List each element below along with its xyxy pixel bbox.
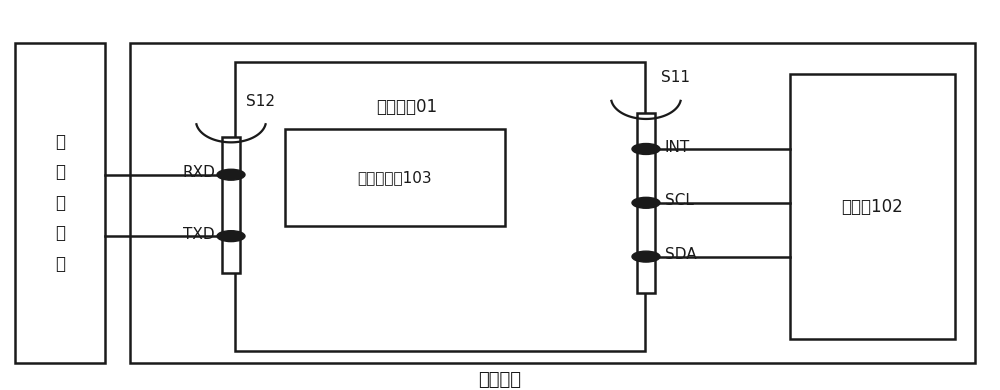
Text: INT: INT — [665, 140, 690, 154]
Circle shape — [632, 197, 660, 208]
Text: TXD: TXD — [183, 227, 215, 242]
Text: RXD: RXD — [182, 165, 215, 180]
Bar — [130, 43, 975, 363]
Text: SDA: SDA — [665, 247, 697, 262]
Bar — [235, 62, 645, 351]
Circle shape — [217, 231, 245, 242]
Circle shape — [217, 169, 245, 180]
Text: 充电装置: 充电装置 — [479, 371, 522, 389]
Text: S12: S12 — [246, 94, 275, 109]
Bar — [790, 74, 955, 339]
Text: 充电芊片01: 充电芊片01 — [377, 98, 438, 116]
Text: 电
源
适
配
器: 电 源 适 配 器 — [55, 133, 65, 273]
Text: 处理器102: 处理器102 — [842, 198, 903, 216]
Bar — [15, 43, 105, 363]
Bar — [285, 129, 505, 226]
Text: 缓冲寄存器103: 缓冲寄存器103 — [358, 170, 432, 185]
Circle shape — [632, 251, 660, 262]
Circle shape — [632, 144, 660, 154]
Text: S11: S11 — [661, 71, 690, 85]
Text: SCL: SCL — [665, 193, 694, 208]
Bar — [637, 113, 655, 292]
Bar — [222, 136, 240, 273]
